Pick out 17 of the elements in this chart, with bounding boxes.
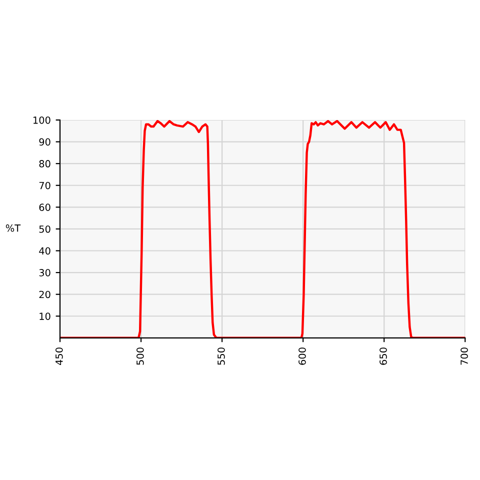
y-tick-label: 40 bbox=[39, 247, 50, 255]
x-tick-label: 650 bbox=[380, 348, 387, 365]
y-tick-label: 70 bbox=[39, 182, 50, 190]
y-tick-label: 60 bbox=[39, 204, 50, 211]
x-tick-label: 450 bbox=[55, 348, 63, 366]
y-tick-label: 80 bbox=[39, 160, 50, 168]
y-tick-label: 20 bbox=[39, 290, 50, 298]
y-tick-label: 100 bbox=[33, 116, 50, 124]
y-tick-label: 10 bbox=[40, 312, 50, 320]
y-tick-label: 90 bbox=[39, 138, 50, 146]
x-tick-label: 700 bbox=[460, 348, 468, 365]
y-tick-label: 50 bbox=[39, 225, 50, 233]
x-tick-label: 600 bbox=[298, 348, 306, 365]
y-axis-title: %T bbox=[6, 224, 21, 232]
y-tick-label: 30 bbox=[39, 269, 50, 276]
x-tick-label: 500 bbox=[136, 348, 144, 365]
x-tick-label: 550 bbox=[218, 348, 225, 365]
